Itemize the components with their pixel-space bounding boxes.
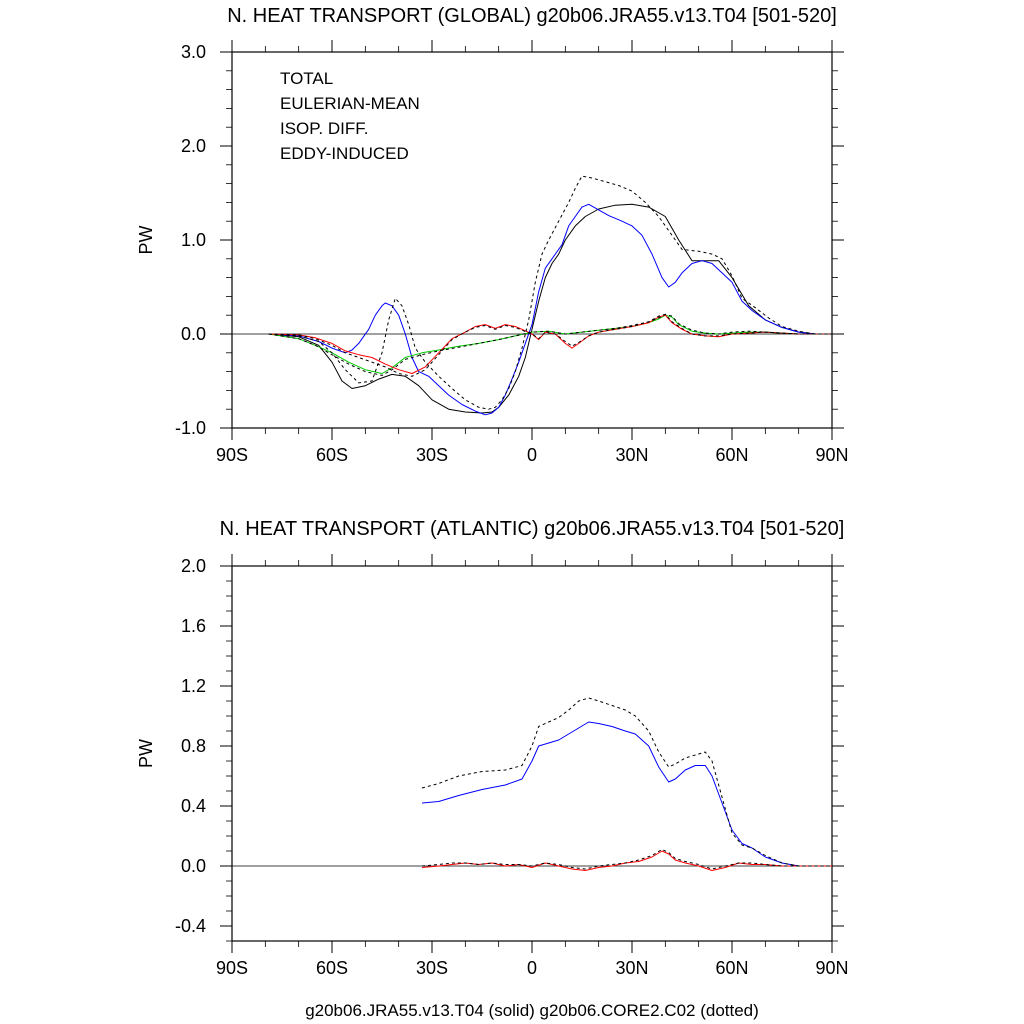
global-series-total (268, 203, 832, 414)
global-x-tick-label: 90N (815, 445, 848, 465)
atlantic-x-tick-label: 90N (815, 958, 848, 978)
global-chart-title: N. HEAT TRANSPORT (GLOBAL) g20b06.JRA55.… (227, 5, 837, 27)
global-y-tick-label: 3.0 (181, 42, 206, 62)
atlantic-x-tick-label: 0 (527, 958, 537, 978)
atlantic-series-total-dotted (421, 697, 832, 867)
global-legend-isop-diff: ISOP. DIFF. (280, 119, 369, 138)
atlantic-y-tick-label: 0.8 (181, 736, 206, 756)
global-heat-transport-chart: N. HEAT TRANSPORT (GLOBAL) g20b06.JRA55.… (136, 5, 849, 465)
atlantic-y-tick-label: 0.0 (181, 856, 206, 876)
atlantic-y-tick-label: 2.0 (181, 556, 206, 576)
atlantic-y-axis-label: PW (136, 739, 156, 768)
global-y-axis-label: PW (136, 225, 156, 254)
atlantic-y-tick-label: 1.6 (181, 616, 206, 636)
global-series-total-dotted (268, 175, 832, 410)
atlantic-series-eulerian-mean (421, 721, 832, 867)
global-legend-total: TOTAL (280, 69, 333, 88)
footer-caption: g20b06.JRA55.v13.T04 (solid) g20b06.CORE… (305, 1001, 759, 1020)
global-y-tick-label: 1.0 (181, 230, 206, 250)
global-series-isop-diff (268, 314, 832, 374)
global-y-tick-label: 2.0 (181, 136, 206, 156)
atlantic-series-eddy-induced-dotted (421, 849, 832, 870)
global-series-isop-diff-dotted (268, 313, 832, 376)
global-x-tick-label: 60N (715, 445, 748, 465)
atlantic-y-tick-label: 1.2 (181, 676, 206, 696)
global-x-tick-label: 0 (527, 445, 537, 465)
global-x-tick-label: 60S (316, 445, 348, 465)
atlantic-x-tick-label: 30S (416, 958, 448, 978)
global-legend-eulerian-mean: EULERIAN-MEAN (280, 94, 420, 113)
global-x-tick-label: 30S (416, 445, 448, 465)
atlantic-y-tick-label: 0.4 (181, 796, 206, 816)
atlantic-y-tick-label: -0.4 (175, 916, 206, 936)
atlantic-heat-transport-chart: N. HEAT TRANSPORT (ATLANTIC) g20b06.JRA5… (136, 518, 849, 978)
global-y-tick-label: -1.0 (175, 418, 206, 438)
global-series-eulerian-mean (268, 203, 832, 416)
global-series-eddy-induced-dotted (268, 313, 832, 377)
atlantic-plot-frame (231, 565, 833, 942)
global-x-tick-label: 30N (615, 445, 648, 465)
global-y-tick-label: 0.0 (181, 324, 206, 344)
atlantic-x-tick-label: 90S (216, 958, 248, 978)
atlantic-x-tick-label: 60N (715, 958, 748, 978)
atlantic-series-eddy-induced (421, 850, 832, 871)
atlantic-x-tick-label: 30N (615, 958, 648, 978)
global-x-tick-label: 90S (216, 445, 248, 465)
global-legend-eddy-induced: EDDY-INDUCED (280, 144, 409, 163)
atlantic-x-tick-label: 60S (316, 958, 348, 978)
atlantic-chart-title: N. HEAT TRANSPORT (ATLANTIC) g20b06.JRA5… (220, 518, 845, 540)
